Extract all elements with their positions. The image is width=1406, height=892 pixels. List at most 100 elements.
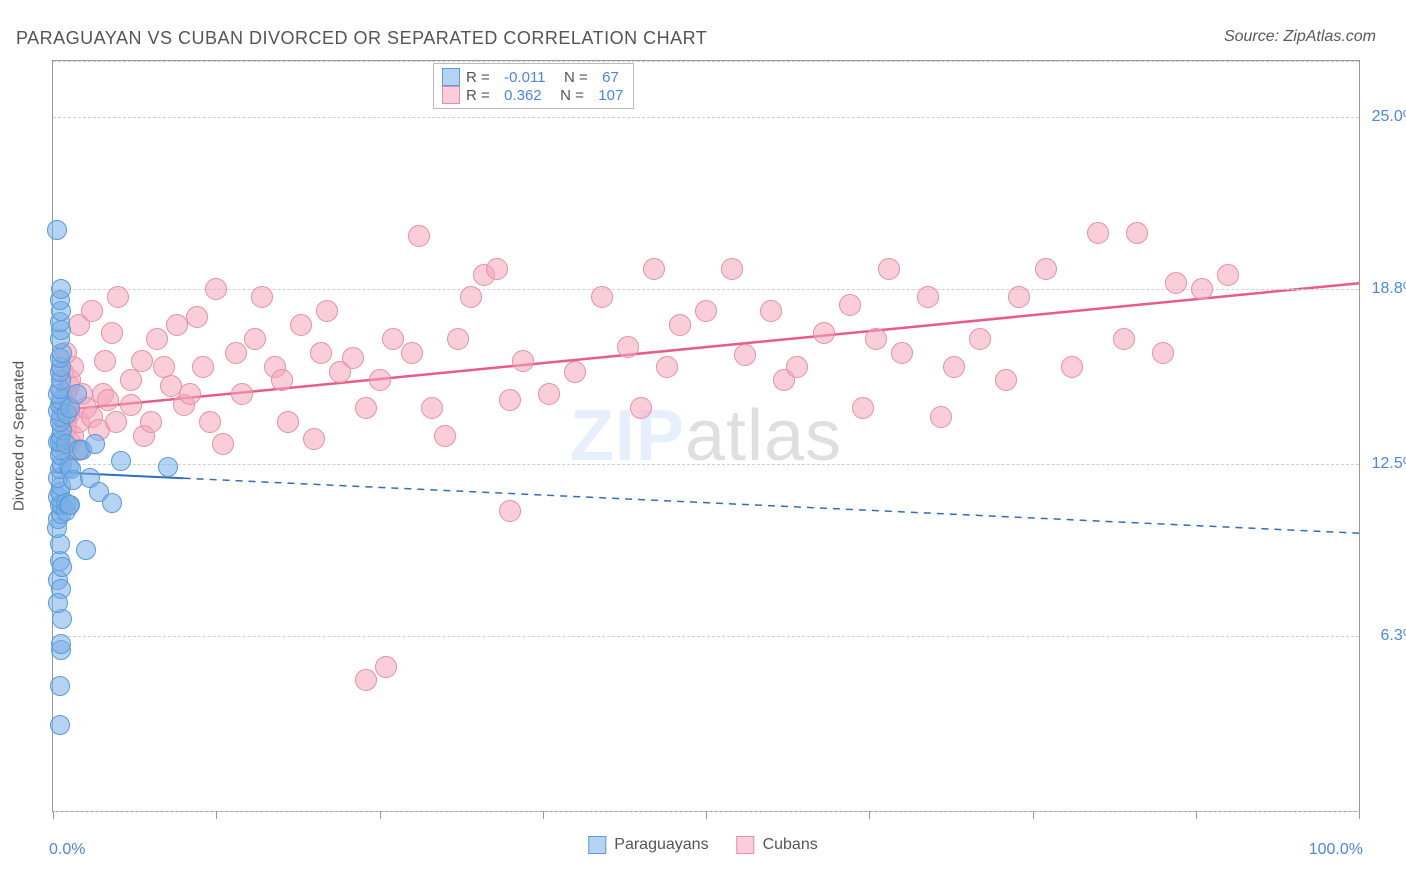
data-point: [943, 356, 965, 378]
data-point: [460, 286, 482, 308]
data-point: [499, 389, 521, 411]
y-axis-label: 12.5%: [1372, 455, 1406, 473]
data-point: [1191, 278, 1213, 300]
data-point: [290, 314, 312, 336]
data-point: [131, 350, 153, 372]
data-point: [930, 406, 952, 428]
data-point: [421, 397, 443, 419]
data-point: [111, 451, 131, 471]
data-point: [656, 356, 678, 378]
data-point: [277, 411, 299, 433]
data-point: [434, 425, 456, 447]
gridline: [53, 61, 1359, 62]
data-point: [212, 433, 234, 455]
data-point: [47, 220, 67, 240]
data-point: [369, 369, 391, 391]
data-point: [591, 286, 613, 308]
data-point: [205, 278, 227, 300]
data-point: [85, 434, 105, 454]
x-tick: [53, 811, 54, 819]
data-point: [917, 286, 939, 308]
data-point: [721, 258, 743, 280]
legend-label: Paraguayans: [614, 836, 708, 854]
data-point: [60, 495, 80, 515]
trendlines: [53, 61, 1359, 811]
y-axis-label: 18.8%: [1372, 280, 1406, 298]
data-point: [244, 328, 266, 350]
data-point: [447, 328, 469, 350]
data-point: [105, 411, 127, 433]
data-point: [179, 383, 201, 405]
legend-swatch: [737, 836, 755, 854]
x-tick: [1196, 811, 1197, 819]
x-tick: [1359, 811, 1360, 819]
legend-row: R = -0.011 N = 67: [442, 68, 623, 86]
data-point: [48, 593, 68, 613]
legend-item: Paraguayans: [588, 836, 708, 854]
chart-title: PARAGUAYAN VS CUBAN DIVORCED OR SEPARATE…: [16, 28, 707, 49]
data-point: [342, 347, 364, 369]
data-point: [310, 342, 332, 364]
data-point: [1126, 222, 1148, 244]
data-point: [1217, 264, 1239, 286]
data-point: [512, 350, 534, 372]
data-point: [251, 286, 273, 308]
data-point: [375, 656, 397, 678]
data-point: [271, 369, 293, 391]
x-axis-label: 100.0%: [1309, 841, 1363, 859]
data-point: [225, 342, 247, 364]
data-point: [813, 322, 835, 344]
data-point: [499, 500, 521, 522]
data-point: [67, 384, 87, 404]
data-point: [355, 669, 377, 691]
correlation-legend: R = -0.011 N = 67R = 0.362 N = 107: [433, 63, 634, 109]
data-point: [158, 457, 178, 477]
data-point: [120, 394, 142, 416]
x-tick: [543, 811, 544, 819]
data-point: [50, 715, 70, 735]
data-point: [199, 411, 221, 433]
data-point: [630, 397, 652, 419]
data-point: [1165, 272, 1187, 294]
data-point: [643, 258, 665, 280]
x-tick: [216, 811, 217, 819]
data-point: [408, 225, 430, 247]
x-tick: [380, 811, 381, 819]
data-point: [355, 397, 377, 419]
data-point: [786, 356, 808, 378]
data-point: [1113, 328, 1135, 350]
data-point: [995, 369, 1017, 391]
data-point: [486, 258, 508, 280]
gridline: [53, 636, 1359, 637]
data-point: [81, 300, 103, 322]
data-point: [52, 557, 72, 577]
data-point: [1087, 222, 1109, 244]
x-tick: [1033, 811, 1034, 819]
y-axis-label: 25.0%: [1372, 108, 1406, 126]
data-point: [839, 294, 861, 316]
data-point: [303, 428, 325, 450]
data-point: [878, 258, 900, 280]
data-point: [891, 342, 913, 364]
data-point: [865, 328, 887, 350]
data-point: [231, 383, 253, 405]
y-axis-title: Divorced or Separated: [11, 361, 28, 511]
data-point: [51, 634, 71, 654]
data-point: [316, 300, 338, 322]
legend-swatch: [442, 68, 460, 86]
data-point: [101, 322, 123, 344]
data-point: [102, 493, 122, 513]
data-point: [97, 389, 119, 411]
data-point: [734, 344, 756, 366]
data-point: [401, 342, 423, 364]
plot-area: Divorced or Separated ZIPatlas R = -0.01…: [52, 60, 1360, 812]
data-point: [120, 369, 142, 391]
gridline: [53, 464, 1359, 465]
data-point: [1061, 356, 1083, 378]
data-point: [140, 411, 162, 433]
data-point: [1152, 342, 1174, 364]
legend-row: R = 0.362 N = 107: [442, 86, 623, 104]
source-label: Source: ZipAtlas.com: [1224, 28, 1376, 46]
data-point: [94, 350, 116, 372]
data-point: [669, 314, 691, 336]
